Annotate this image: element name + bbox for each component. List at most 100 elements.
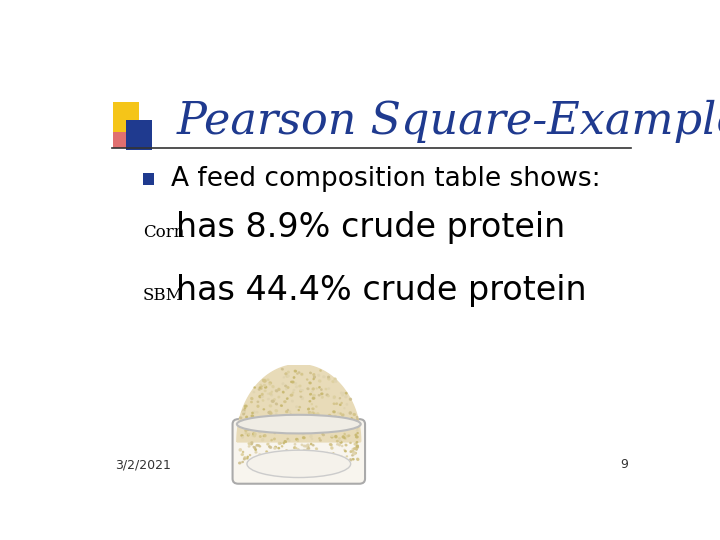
Ellipse shape (287, 387, 289, 388)
Ellipse shape (312, 408, 314, 409)
Ellipse shape (291, 381, 292, 382)
Ellipse shape (264, 390, 266, 391)
Ellipse shape (274, 438, 275, 440)
Ellipse shape (262, 400, 264, 401)
Bar (143, 173, 154, 185)
Ellipse shape (278, 448, 279, 449)
Ellipse shape (264, 421, 266, 422)
Ellipse shape (293, 453, 295, 454)
Ellipse shape (303, 445, 305, 447)
Ellipse shape (278, 396, 279, 398)
Ellipse shape (341, 392, 343, 394)
Ellipse shape (295, 419, 297, 421)
Ellipse shape (346, 436, 347, 437)
Ellipse shape (307, 379, 308, 380)
Ellipse shape (270, 424, 271, 426)
Ellipse shape (301, 444, 302, 445)
Ellipse shape (247, 428, 249, 430)
Ellipse shape (344, 437, 346, 438)
Ellipse shape (269, 411, 271, 413)
Ellipse shape (261, 388, 262, 389)
Ellipse shape (283, 428, 284, 430)
Ellipse shape (261, 422, 262, 423)
Ellipse shape (247, 420, 249, 421)
Ellipse shape (302, 437, 305, 438)
Ellipse shape (342, 436, 344, 438)
Ellipse shape (291, 394, 293, 396)
Ellipse shape (268, 399, 269, 400)
Ellipse shape (289, 423, 292, 425)
Ellipse shape (313, 379, 314, 380)
Ellipse shape (344, 449, 345, 450)
Ellipse shape (287, 409, 289, 410)
Ellipse shape (301, 373, 303, 375)
Ellipse shape (356, 448, 358, 449)
Ellipse shape (251, 460, 252, 461)
Ellipse shape (350, 424, 351, 426)
Ellipse shape (305, 417, 306, 418)
Ellipse shape (318, 374, 320, 376)
Ellipse shape (310, 443, 312, 444)
Ellipse shape (274, 447, 276, 449)
Ellipse shape (319, 387, 320, 388)
Ellipse shape (314, 462, 315, 463)
Ellipse shape (258, 421, 260, 423)
Ellipse shape (277, 453, 279, 454)
Ellipse shape (326, 453, 328, 454)
Ellipse shape (272, 401, 274, 402)
Ellipse shape (297, 373, 298, 374)
Ellipse shape (288, 440, 290, 441)
Ellipse shape (328, 395, 329, 397)
Ellipse shape (324, 456, 326, 458)
Ellipse shape (278, 388, 280, 390)
Ellipse shape (246, 432, 247, 434)
Ellipse shape (349, 420, 351, 422)
Ellipse shape (300, 390, 302, 392)
Ellipse shape (281, 405, 282, 406)
Ellipse shape (285, 373, 287, 375)
Ellipse shape (329, 416, 331, 417)
Ellipse shape (317, 413, 319, 415)
Ellipse shape (292, 429, 294, 431)
Ellipse shape (307, 388, 309, 389)
Ellipse shape (282, 392, 284, 393)
Ellipse shape (261, 386, 262, 387)
Ellipse shape (257, 462, 258, 463)
Ellipse shape (320, 370, 321, 371)
Ellipse shape (268, 412, 269, 413)
Ellipse shape (285, 429, 287, 431)
Ellipse shape (357, 427, 359, 428)
Ellipse shape (257, 401, 258, 402)
Ellipse shape (257, 421, 258, 422)
Ellipse shape (251, 397, 253, 400)
Ellipse shape (272, 386, 274, 388)
Ellipse shape (310, 413, 312, 415)
Ellipse shape (258, 423, 260, 425)
Ellipse shape (263, 380, 265, 382)
Ellipse shape (296, 438, 298, 440)
Ellipse shape (339, 441, 341, 442)
Ellipse shape (243, 410, 245, 411)
Ellipse shape (337, 444, 338, 445)
Bar (114, 132, 126, 148)
Ellipse shape (355, 434, 356, 436)
Ellipse shape (331, 447, 333, 449)
Ellipse shape (283, 442, 284, 444)
Ellipse shape (255, 448, 256, 449)
Ellipse shape (352, 455, 354, 456)
Ellipse shape (242, 435, 243, 436)
Text: Corn: Corn (143, 224, 184, 241)
Ellipse shape (352, 458, 354, 460)
Ellipse shape (256, 444, 258, 446)
Ellipse shape (308, 411, 311, 414)
Ellipse shape (262, 457, 264, 458)
Ellipse shape (254, 435, 256, 436)
Ellipse shape (245, 405, 247, 407)
Ellipse shape (356, 445, 359, 447)
Ellipse shape (344, 438, 346, 440)
Ellipse shape (337, 429, 338, 431)
Ellipse shape (258, 431, 261, 433)
Ellipse shape (242, 411, 244, 413)
Ellipse shape (291, 394, 292, 395)
Ellipse shape (314, 377, 315, 378)
